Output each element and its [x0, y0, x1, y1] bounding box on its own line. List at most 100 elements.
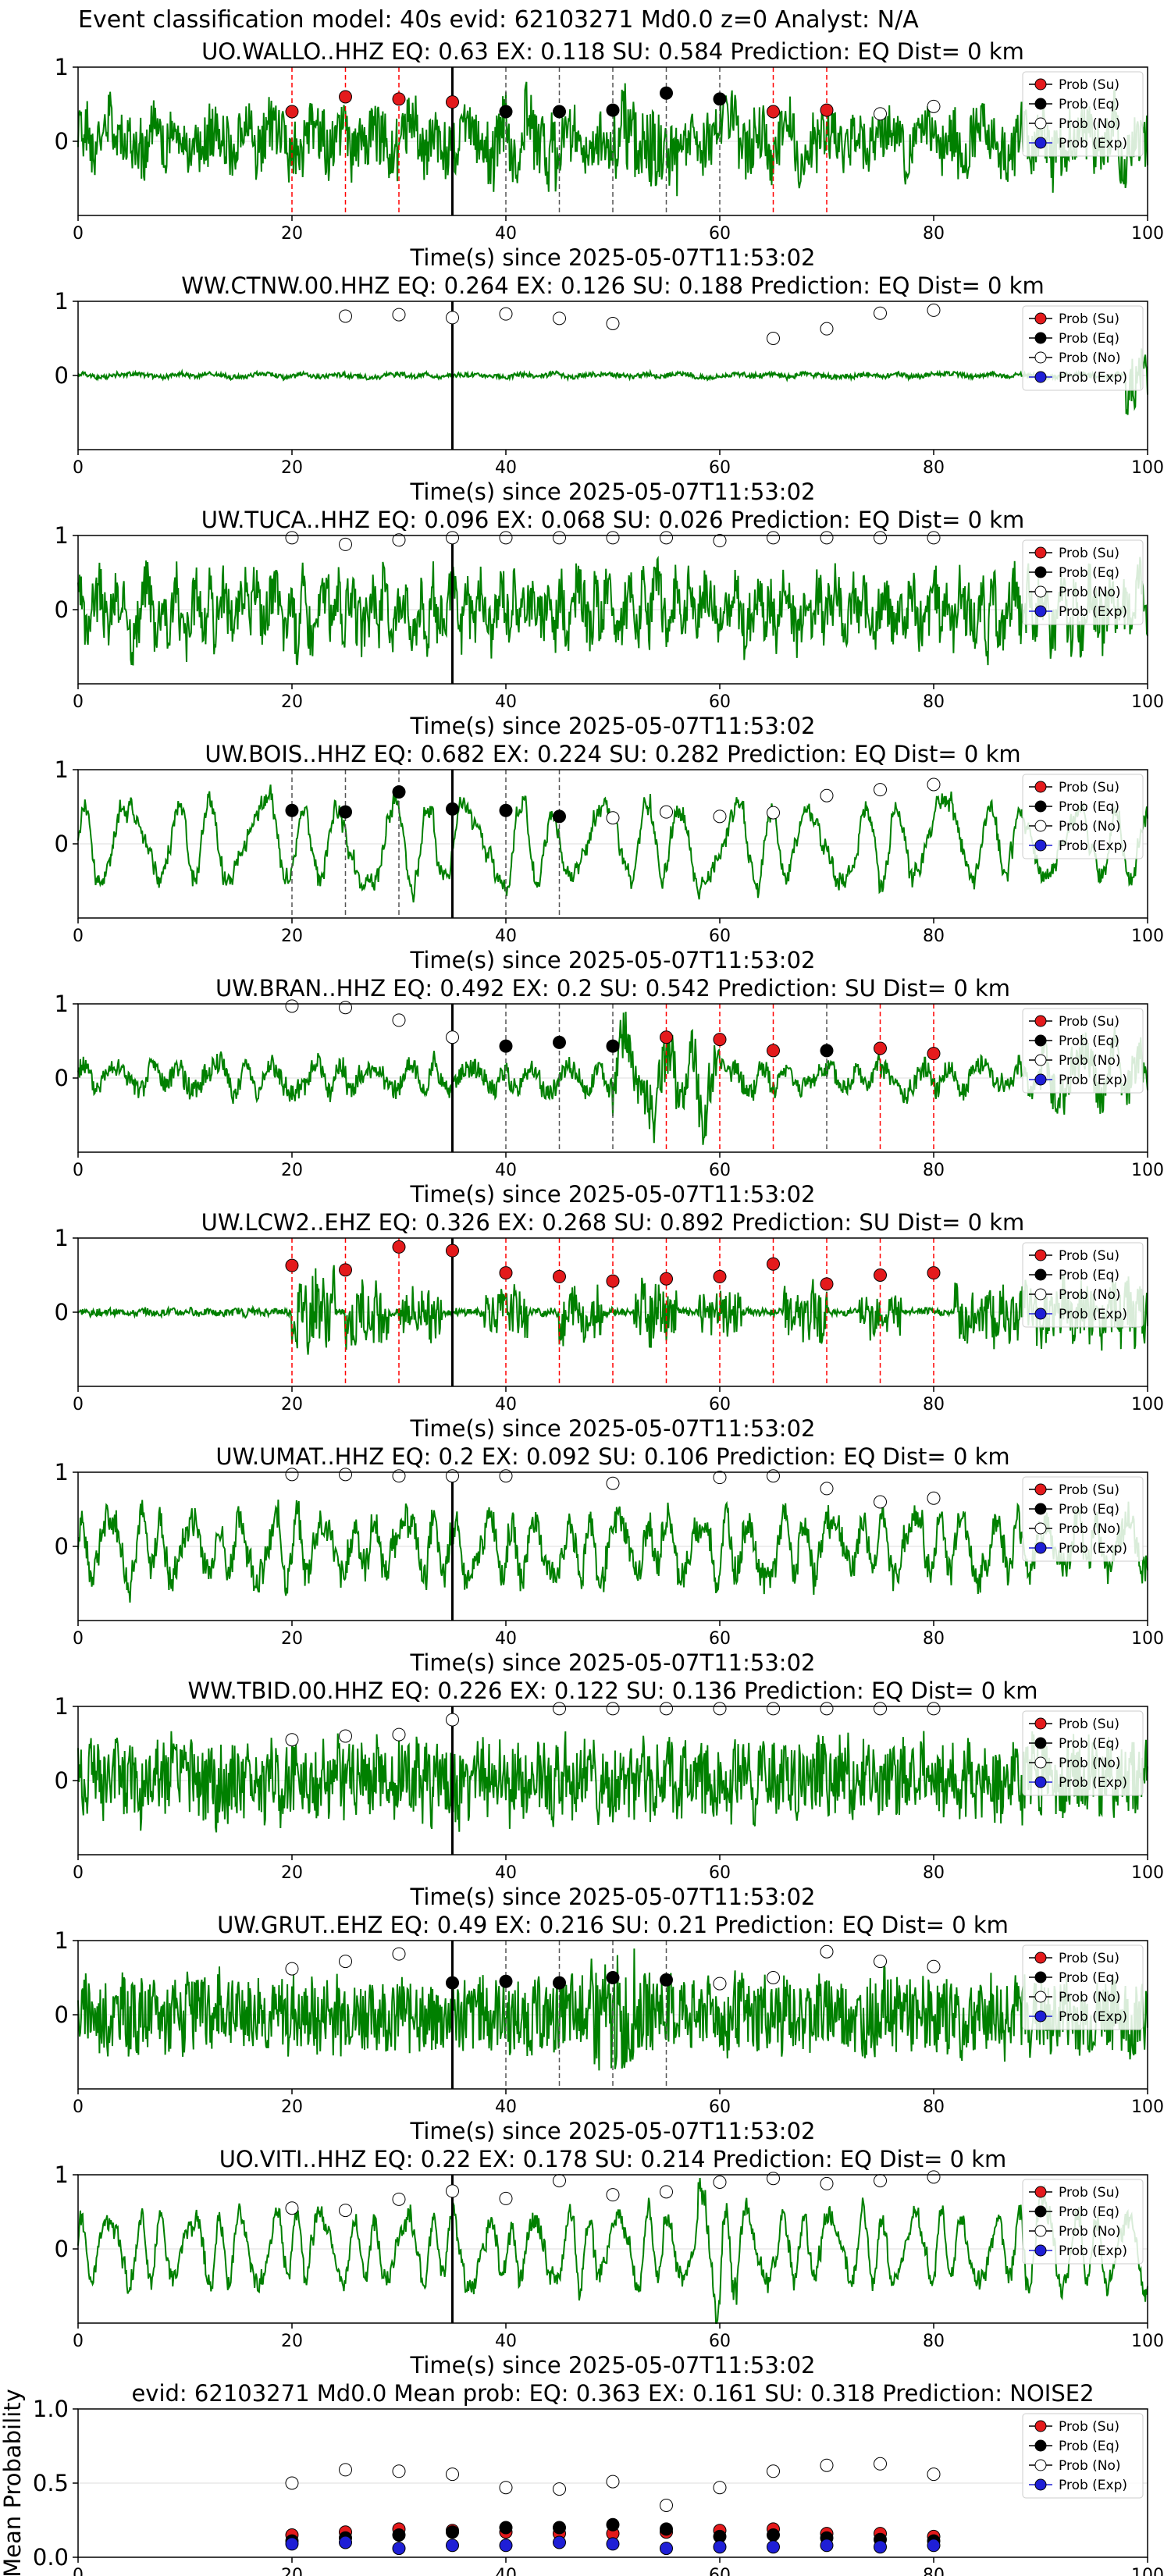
prob-point-su — [285, 1258, 299, 1272]
legend-label-exp: Prob (Exp) — [1059, 1775, 1127, 1791]
legend-marker-no — [1034, 2225, 1047, 2237]
x-tick-label: 40 — [495, 2332, 517, 2351]
y-tick-label: 0 — [55, 1065, 69, 1091]
legend-marker-su — [1034, 546, 1047, 559]
x-tick-label: 0 — [73, 1395, 84, 1414]
prob-point-no — [285, 1733, 299, 1747]
prob-point-no — [767, 1469, 780, 1483]
mean-prob-point-exp — [767, 2540, 780, 2554]
x-tick-label: 60 — [709, 1161, 731, 1180]
chart-title: WW.CTNW.00.HHZ EQ: 0.264 EX: 0.126 SU: 0… — [181, 272, 1044, 299]
x-tick-label: 80 — [923, 2332, 945, 2351]
prob-point-eq — [553, 809, 566, 824]
mean-prob-point-exp — [660, 2542, 673, 2556]
prob-point-no — [767, 1702, 780, 1716]
prob-point-no — [713, 1702, 727, 1716]
prob-point-eq — [606, 1971, 620, 1984]
prob-point-no — [499, 1469, 513, 1483]
x-tick-label: 100 — [1131, 2332, 1164, 2351]
chart-title: WW.TBID.00.HHZ EQ: 0.226 EX: 0.122 SU: 0… — [188, 1678, 1038, 1704]
legend-marker-su — [1034, 78, 1047, 91]
x-tick-label: 100 — [1131, 2097, 1164, 2117]
legend-marker-eq — [1034, 1503, 1047, 1515]
legend-box — [1022, 2413, 1144, 2499]
y-tick-label: 1 — [55, 756, 69, 783]
legend-marker-su — [1034, 2186, 1047, 2198]
legend-marker-su — [1034, 1015, 1047, 1027]
mean-prob-point-eq — [767, 2528, 780, 2542]
mean-prob-point-no — [874, 2457, 887, 2471]
prob-point-su — [713, 1033, 727, 1047]
mean-prob-point-no — [713, 2481, 727, 2495]
prob-point-su — [660, 1272, 673, 1286]
waveform-trace — [77, 555, 1148, 666]
prob-point-no — [285, 2201, 299, 2215]
legend-label-eq: Prob (Eq) — [1059, 1970, 1119, 1986]
legend-label-exp: Prob (Exp) — [1059, 2009, 1127, 2025]
mean-prob-point-no — [553, 2482, 566, 2496]
legend-marker-exp — [1034, 371, 1047, 383]
legend-marker-exp — [1034, 1542, 1047, 1554]
legend-label-exp: Prob (Exp) — [1059, 1073, 1127, 1088]
prob-point-no — [713, 1471, 727, 1485]
prob-point-no — [767, 2172, 780, 2186]
legend-box — [1022, 1008, 1144, 1094]
legend-box — [1022, 71, 1144, 157]
x-tick-label: 100 — [1131, 692, 1164, 712]
legend-label-no: Prob (No) — [1059, 1521, 1121, 1537]
prob-point-no — [927, 777, 941, 792]
prob-point-su — [820, 1277, 834, 1291]
prob-point-no — [874, 1702, 887, 1716]
prob-point-no — [660, 805, 673, 819]
x-tick-label: 40 — [495, 2566, 517, 2576]
prob-point-no — [446, 1713, 459, 1727]
prob-point-no — [767, 806, 780, 820]
prob-point-eq — [499, 105, 513, 119]
prob-point-eq — [285, 803, 299, 817]
legend-box — [1022, 305, 1144, 391]
legend-marker-eq — [1034, 1737, 1047, 1749]
x-tick-label: 40 — [495, 1629, 517, 1649]
legend-marker-su — [1034, 1249, 1047, 1261]
prob-point-no — [767, 332, 780, 345]
prob-point-no — [392, 308, 406, 322]
x-tick-label: 60 — [709, 692, 731, 712]
x-tick-label: 100 — [1131, 224, 1164, 244]
prob-point-no — [874, 2174, 887, 2188]
legend-marker-no — [1034, 1054, 1047, 1066]
legend-label-su: Prob (Su) — [1059, 1951, 1119, 1966]
legend-marker-eq — [1034, 2205, 1047, 2218]
y-tick-label: 0 — [55, 831, 69, 857]
prob-point-eq — [446, 1976, 459, 1990]
prob-point-eq — [499, 803, 513, 817]
legend-marker-no — [1034, 1522, 1047, 1535]
legend-label-no: Prob (No) — [1059, 1287, 1121, 1303]
x-tick-label: 100 — [1131, 2566, 1164, 2576]
legend: Prob (Su) Prob (Eq) Prob (No) Prob (Exp) — [1022, 2413, 1144, 2499]
mean-prob-point-no — [606, 2475, 620, 2489]
prob-point-no — [820, 1702, 834, 1716]
waveform-trace — [77, 1731, 1148, 1833]
chart-panel-2: WW.CTNW.00.HHZ EQ: 0.264 EX: 0.126 SU: 0… — [55, 272, 1164, 505]
page-title: Event classification model: 40s evid: 62… — [78, 6, 919, 34]
prob-point-no — [392, 1013, 406, 1027]
y-tick-label: 0 — [55, 2001, 69, 2028]
prob-point-no — [927, 1491, 941, 1505]
chart-panel-9: UW.GRUT..EHZ EQ: 0.49 EX: 0.216 SU: 0.21… — [55, 1912, 1164, 2144]
legend-label-exp: Prob (Exp) — [1059, 1541, 1127, 1557]
x-tick-label: 0 — [73, 1629, 84, 1649]
chart-title: UW.LCW2..EHZ EQ: 0.326 EX: 0.268 SU: 0.8… — [201, 1209, 1025, 1236]
prob-point-no — [446, 311, 459, 325]
x-tick-label: 80 — [923, 458, 945, 478]
chart-title: UW.BOIS..HHZ EQ: 0.682 EX: 0.224 SU: 0.2… — [205, 741, 1020, 767]
y-tick-label: 1 — [55, 1693, 69, 1720]
x-tick-label: 80 — [923, 927, 945, 946]
prob-point-su — [339, 1263, 352, 1277]
x-axis-label: Time(s) since 2025-05-07T11:53:02 — [410, 1415, 816, 1442]
x-tick-label: 100 — [1131, 1629, 1164, 1649]
x-axis-label: Time(s) since 2025-05-07T11:53:02 — [410, 1181, 816, 1208]
prob-point-no — [606, 2188, 620, 2202]
legend-marker-no — [1034, 820, 1047, 832]
x-tick-label: 20 — [281, 1161, 303, 1180]
x-tick-label: 60 — [709, 2332, 731, 2351]
